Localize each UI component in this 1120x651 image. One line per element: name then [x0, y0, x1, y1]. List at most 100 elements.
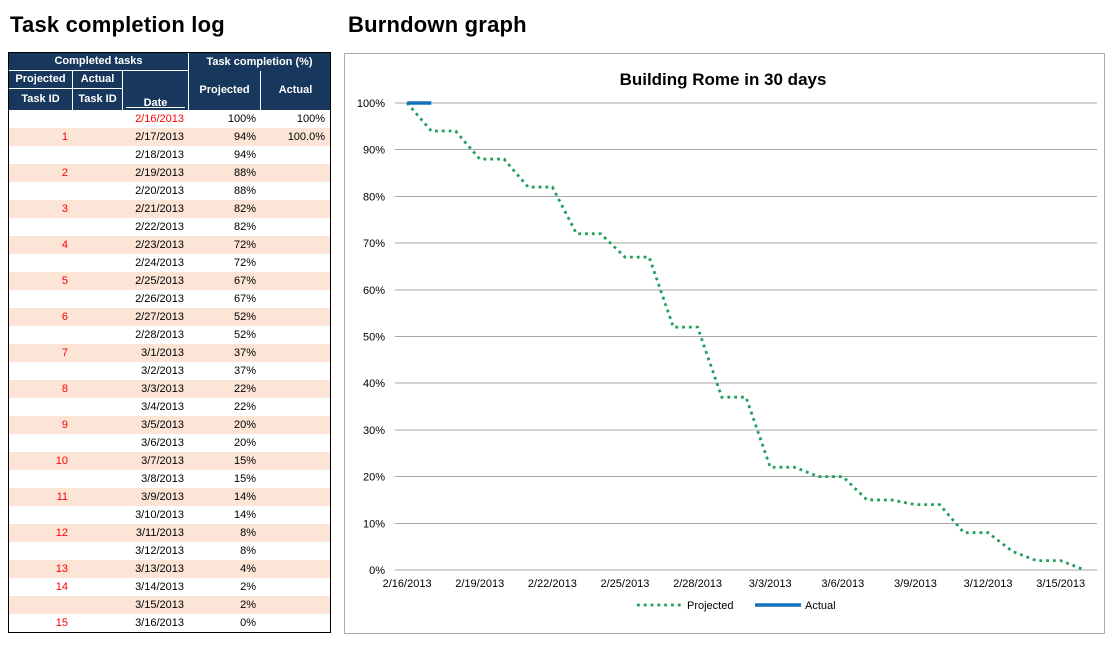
cell-actual-pct[interactable]: [261, 290, 330, 308]
cell-actual-task-id[interactable]: [73, 578, 123, 596]
cell-actual-task-id[interactable]: [73, 452, 123, 470]
cell-actual-pct[interactable]: [261, 578, 330, 596]
cell-actual-task-id[interactable]: [73, 380, 123, 398]
cell-projected-pct[interactable]: 4%: [189, 560, 261, 578]
cell-date[interactable]: 2/25/2013: [123, 272, 189, 290]
cell-projected-pct[interactable]: 82%: [189, 218, 261, 236]
cell-projected-pct[interactable]: 100%: [189, 110, 261, 128]
cell-actual-task-id[interactable]: [73, 542, 123, 560]
cell-date[interactable]: 3/16/2013: [123, 614, 189, 632]
cell-projected-task-id[interactable]: 11: [9, 488, 73, 506]
cell-projected-pct[interactable]: 8%: [189, 542, 261, 560]
cell-projected-task-id[interactable]: 12: [9, 524, 73, 542]
cell-date[interactable]: 3/15/2013: [123, 596, 189, 614]
cell-actual-pct[interactable]: [261, 614, 330, 632]
cell-projected-pct[interactable]: 15%: [189, 470, 261, 488]
cell-actual-pct[interactable]: [261, 524, 330, 542]
cell-actual-task-id[interactable]: [73, 326, 123, 344]
cell-actual-task-id[interactable]: [73, 362, 123, 380]
cell-date[interactable]: 3/4/2013: [123, 398, 189, 416]
cell-date[interactable]: 2/27/2013: [123, 308, 189, 326]
cell-date[interactable]: 3/14/2013: [123, 578, 189, 596]
cell-actual-task-id[interactable]: [73, 218, 123, 236]
cell-projected-task-id[interactable]: 3: [9, 200, 73, 218]
cell-projected-task-id[interactable]: [9, 110, 73, 128]
cell-date[interactable]: 3/5/2013: [123, 416, 189, 434]
cell-projected-pct[interactable]: 88%: [189, 164, 261, 182]
cell-actual-pct[interactable]: [261, 182, 330, 200]
cell-actual-pct[interactable]: [261, 434, 330, 452]
cell-projected-pct[interactable]: 22%: [189, 380, 261, 398]
cell-actual-pct[interactable]: [261, 236, 330, 254]
cell-projected-pct[interactable]: 52%: [189, 308, 261, 326]
cell-actual-pct[interactable]: [261, 506, 330, 524]
cell-actual-pct[interactable]: [261, 308, 330, 326]
cell-projected-pct[interactable]: 37%: [189, 344, 261, 362]
cell-actual-pct[interactable]: [261, 416, 330, 434]
cell-date[interactable]: 2/16/2013: [123, 110, 189, 128]
cell-date[interactable]: 3/12/2013: [123, 542, 189, 560]
cell-actual-task-id[interactable]: [73, 308, 123, 326]
cell-actual-pct[interactable]: [261, 164, 330, 182]
cell-actual-pct[interactable]: [261, 326, 330, 344]
cell-actual-pct[interactable]: 100%: [261, 110, 330, 128]
cell-projected-pct[interactable]: 72%: [189, 254, 261, 272]
cell-actual-pct[interactable]: [261, 452, 330, 470]
cell-date[interactable]: 2/21/2013: [123, 200, 189, 218]
cell-projected-task-id[interactable]: [9, 146, 73, 164]
cell-actual-task-id[interactable]: [73, 398, 123, 416]
cell-projected-pct[interactable]: 14%: [189, 506, 261, 524]
cell-projected-pct[interactable]: 15%: [189, 452, 261, 470]
col-header-projected-pct[interactable]: Projected: [189, 71, 261, 110]
cell-projected-task-id[interactable]: 4: [9, 236, 73, 254]
cell-actual-pct[interactable]: [261, 146, 330, 164]
cell-date[interactable]: 3/6/2013: [123, 434, 189, 452]
cell-actual-task-id[interactable]: [73, 164, 123, 182]
cell-date[interactable]: 2/17/2013: [123, 128, 189, 146]
cell-date[interactable]: 2/18/2013: [123, 146, 189, 164]
cell-actual-pct[interactable]: [261, 200, 330, 218]
cell-projected-task-id[interactable]: [9, 596, 73, 614]
cell-date[interactable]: 3/2/2013: [123, 362, 189, 380]
cell-projected-pct[interactable]: 67%: [189, 290, 261, 308]
cell-date[interactable]: 2/26/2013: [123, 290, 189, 308]
task-completion-table[interactable]: Completed tasks Task completion (%) Proj…: [8, 52, 331, 633]
cell-projected-pct[interactable]: 0%: [189, 614, 261, 632]
cell-projected-task-id[interactable]: [9, 398, 73, 416]
col-header-projected-task-id-line2[interactable]: Task ID: [9, 89, 73, 110]
cell-date[interactable]: 2/22/2013: [123, 218, 189, 236]
cell-projected-task-id[interactable]: [9, 434, 73, 452]
cell-projected-task-id[interactable]: 1: [9, 128, 73, 146]
cell-actual-pct[interactable]: [261, 470, 330, 488]
cell-date[interactable]: 3/9/2013: [123, 488, 189, 506]
cell-actual-task-id[interactable]: [73, 236, 123, 254]
cell-projected-task-id[interactable]: [9, 254, 73, 272]
cell-actual-task-id[interactable]: [73, 614, 123, 632]
legend-item-actual[interactable]: Actual: [755, 600, 836, 612]
cell-date[interactable]: 3/3/2013: [123, 380, 189, 398]
cell-actual-task-id[interactable]: [73, 596, 123, 614]
cell-projected-pct[interactable]: 20%: [189, 434, 261, 452]
cell-projected-task-id[interactable]: [9, 470, 73, 488]
cell-projected-task-id[interactable]: 2: [9, 164, 73, 182]
cell-actual-pct[interactable]: [261, 254, 330, 272]
cell-date[interactable]: 3/13/2013: [123, 560, 189, 578]
cell-projected-pct[interactable]: 94%: [189, 146, 261, 164]
cell-actual-task-id[interactable]: [73, 146, 123, 164]
cell-projected-task-id[interactable]: 15: [9, 614, 73, 632]
cell-actual-pct[interactable]: [261, 488, 330, 506]
cell-actual-pct[interactable]: [261, 542, 330, 560]
cell-projected-task-id[interactable]: [9, 218, 73, 236]
legend-item-projected[interactable]: Projected: [637, 600, 733, 612]
cell-projected-task-id[interactable]: 5: [9, 272, 73, 290]
cell-actual-task-id[interactable]: [73, 416, 123, 434]
cell-actual-task-id[interactable]: [73, 128, 123, 146]
cell-actual-pct[interactable]: [261, 560, 330, 578]
cell-actual-pct[interactable]: [261, 344, 330, 362]
cell-projected-task-id[interactable]: 9: [9, 416, 73, 434]
cell-projected-pct[interactable]: 14%: [189, 488, 261, 506]
group-header-task-completion[interactable]: Task completion (%): [189, 53, 330, 71]
cell-projected-task-id[interactable]: [9, 542, 73, 560]
cell-projected-task-id[interactable]: [9, 290, 73, 308]
cell-projected-pct[interactable]: 72%: [189, 236, 261, 254]
